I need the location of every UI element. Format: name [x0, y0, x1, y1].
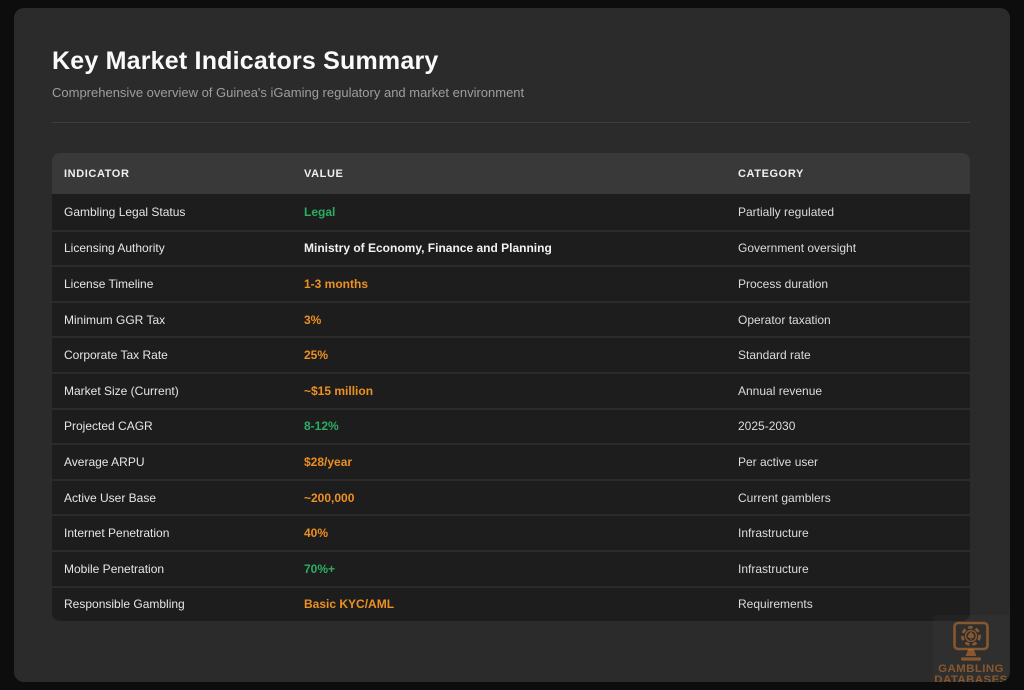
indicator-cell: Internet Penetration [64, 526, 170, 541]
category-cell: Standard rate [738, 348, 811, 363]
category-cell: Infrastructure [738, 526, 809, 541]
table-row: Internet Penetration 40% Infrastructure [52, 514, 970, 550]
indicator-cell: License Timeline [64, 276, 154, 291]
indicator-cell: Corporate Tax Rate [64, 348, 168, 363]
value-cell: 3% [304, 312, 322, 327]
category-cell: Process duration [738, 276, 829, 291]
value-cell: Legal [304, 204, 336, 219]
indicator-cell: Average ARPU [64, 454, 145, 469]
indicator-cell: Active User Base [64, 490, 157, 505]
indicator-cell: Market Size (Current) [64, 383, 179, 398]
value-cell: ~200,000 [304, 490, 355, 505]
table-row: Market Size (Current) ~$15 million Annua… [52, 371, 970, 408]
value-cell: 70%+ [304, 561, 336, 576]
page-subtitle: Comprehensive overview of Guinea's iGami… [52, 85, 525, 100]
table-row: License Timeline 1-3 months Process dura… [52, 265, 970, 301]
table-row: Licensing Authority Ministry of Economy,… [52, 229, 970, 266]
category-cell: Operator taxation [738, 312, 831, 327]
watermark-line2: DATABASES [934, 674, 1008, 682]
table-row: Corporate Tax Rate 25% Standard rate [52, 336, 970, 372]
value-cell: Ministry of Economy, Finance and Plannin… [304, 241, 552, 256]
table-row: Responsible Gambling Basic KYC/AML Requi… [52, 585, 970, 622]
category-cell: Requirements [738, 597, 813, 612]
category-cell: Annual revenue [738, 383, 823, 398]
value-cell: 25% [304, 348, 329, 363]
page-title: Key Market Indicators Summary [52, 47, 439, 75]
value-cell: 40% [304, 526, 329, 541]
gambling-databases-watermark: GAMBLING DATABASES [933, 615, 1009, 682]
table-header-row: INDICATOR VALUE CATEGORY [52, 153, 970, 194]
table-row: Mobile Penetration 70%+ Infrastructure [52, 549, 970, 586]
monitor-casino-chip-icon [953, 621, 989, 661]
table-row: Active User Base ~200,000 Current gamble… [52, 478, 970, 515]
table-row: Average ARPU $28/year Per active user [52, 443, 970, 479]
table-row: Gambling Legal Status Legal Partially re… [52, 194, 970, 230]
category-cell: Government oversight [738, 241, 857, 256]
value-cell: $28/year [304, 454, 353, 469]
indicator-cell: Licensing Authority [64, 241, 165, 256]
column-header-value: VALUE [304, 167, 344, 180]
watermark-line1: GAMBLING [938, 663, 1004, 675]
value-cell: 1-3 months [304, 276, 369, 291]
category-cell: Infrastructure [738, 561, 809, 576]
table-body: Gambling Legal Status Legal Partially re… [52, 194, 970, 622]
category-cell: Per active user [738, 454, 819, 469]
table-row: Minimum GGR Tax 3% Operator taxation [52, 300, 970, 337]
indicator-cell: Minimum GGR Tax [64, 312, 166, 327]
indicator-cell: Projected CAGR [64, 419, 153, 434]
table-row: Projected CAGR 8-12% 2025-2030 [52, 407, 970, 444]
indicator-cell: Responsible Gambling [64, 597, 185, 612]
value-cell: ~$15 million [304, 383, 374, 398]
header-divider [52, 122, 970, 123]
summary-card: Key Market Indicators Summary Comprehens… [14, 8, 1010, 682]
column-header-indicator: INDICATOR [64, 167, 130, 180]
indicator-cell: Gambling Legal Status [64, 204, 186, 219]
indicator-cell: Mobile Penetration [64, 561, 165, 576]
column-header-category: CATEGORY [738, 167, 804, 180]
category-cell: Partially regulated [738, 204, 835, 219]
value-cell: 8-12% [304, 419, 339, 434]
category-cell: Current gamblers [738, 490, 831, 505]
value-cell: Basic KYC/AML [304, 597, 395, 612]
indicators-table: INDICATOR VALUE CATEGORY Gambling Legal … [52, 153, 970, 622]
category-cell: 2025-2030 [738, 419, 796, 434]
